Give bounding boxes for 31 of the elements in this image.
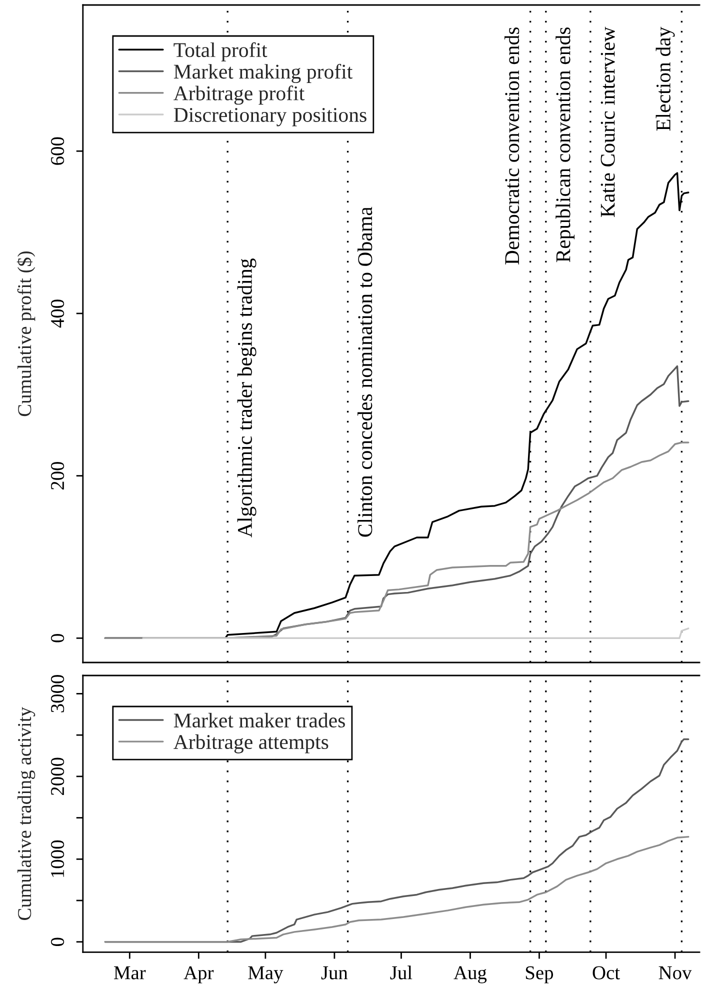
x-tick-label: Aug	[454, 966, 487, 984]
ref-line-label: Republican convention ends	[556, 27, 575, 262]
legend-label: Total profit	[174, 42, 268, 62]
y-axis-title: Cumulative profit ($)	[16, 251, 36, 416]
x-tick-label: Mar	[114, 966, 146, 980]
x-tick-label: Jun	[321, 966, 348, 980]
legend-label: Arbitrage attempts	[174, 734, 328, 754]
x-tick-label: Oct	[592, 966, 620, 980]
x-tick-label: Jul	[390, 966, 412, 980]
y-tick-label: 0	[50, 938, 64, 946]
x-tick-label: Apr	[184, 966, 214, 984]
x-tick-label: Nov	[658, 966, 692, 980]
x-tick-label: Sep	[526, 966, 554, 984]
ref-line-label: Clinton concedes nomination to Obama	[358, 206, 372, 537]
y-tick-label: 0	[50, 634, 64, 642]
ref-line-label: Katie Couric interview	[600, 26, 615, 218]
ref-line-label: Democratic convention ends	[504, 27, 520, 264]
y-tick-label: 3000	[50, 674, 64, 712]
y-axis-title: Cumulative trading activity	[17, 707, 36, 920]
legend-label: Market maker trades	[174, 712, 345, 728]
y-tick-label: 600	[50, 137, 64, 165]
y-tick-label: 2000	[50, 758, 64, 796]
y-tick-label: 1000	[50, 840, 64, 877]
ref-line-label: Algorithmic trader begins trading	[237, 258, 256, 538]
y-tick-label: 400	[50, 300, 64, 328]
ref-line-label: Election day	[656, 26, 675, 131]
y-tick-label: 200	[50, 462, 64, 490]
legend-label: Market making profit	[174, 64, 353, 84]
x-tick-label: May	[248, 966, 284, 984]
legend-label: Discretionary positions	[174, 108, 366, 126]
legend-label: Arbitrage profit	[174, 86, 305, 105]
